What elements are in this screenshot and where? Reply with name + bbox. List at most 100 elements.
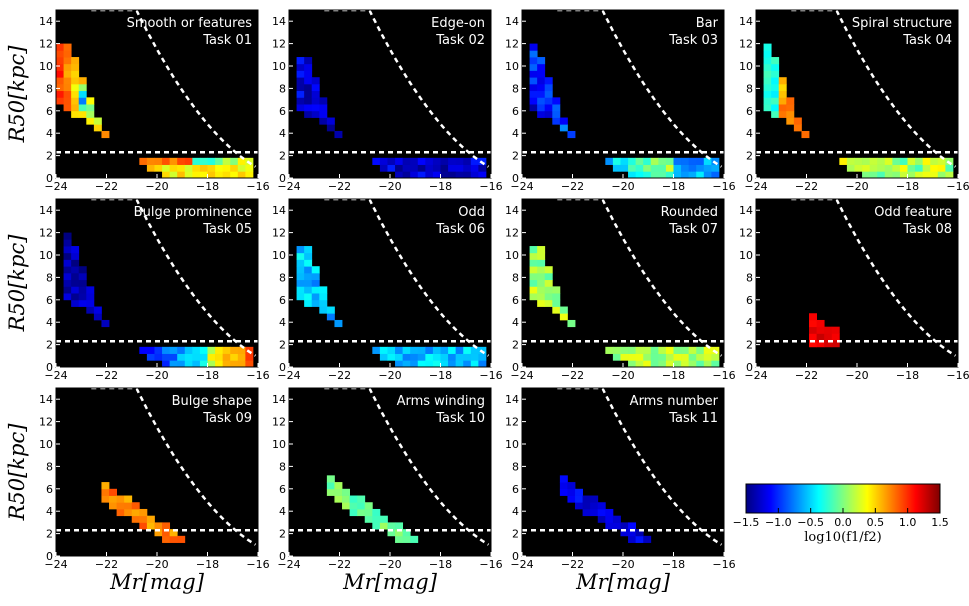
heatmap-cell	[816, 340, 825, 348]
heatmap-cell	[688, 346, 697, 354]
heatmap-cell	[63, 286, 72, 294]
heatmap-cell	[342, 502, 350, 510]
heatmap-cell	[86, 299, 95, 307]
heatmap-cell	[650, 353, 659, 361]
heatmap-cell	[93, 306, 102, 314]
heatmap-cell	[884, 164, 893, 172]
heatmap-cell	[78, 299, 87, 307]
heatmap-cell	[448, 360, 457, 368]
heatmap-cell	[357, 502, 366, 510]
heatmap-cell	[395, 529, 404, 537]
heatmap-cell	[628, 164, 637, 172]
heatmap-cell	[703, 353, 712, 361]
x-tick-label: −24	[44, 558, 67, 571]
x-tick-label: −18	[429, 180, 452, 193]
colorbar-ticks: −1.5 −1.0 −0.5 0.0 0.5 1.0 1.5	[733, 508, 949, 529]
colorbar-tick-label: 0.5	[867, 516, 885, 529]
heatmap-cell	[319, 97, 328, 105]
heatmap-cell	[207, 346, 216, 354]
heatmap-cell	[319, 299, 328, 307]
heatmap-cell	[402, 157, 411, 165]
heatmap-cell	[763, 70, 772, 78]
heatmap-cell	[192, 157, 201, 165]
heatmap-cell	[184, 164, 193, 172]
heatmap-cell	[364, 508, 373, 517]
heatmap-cell	[296, 286, 305, 294]
heatmap-cell	[78, 286, 87, 294]
heatmap-cell	[544, 286, 553, 294]
heatmap-cell	[529, 286, 538, 294]
y-tick-label: 6	[46, 294, 53, 307]
heatmap-cell	[319, 117, 328, 125]
x-tick-label: −20	[378, 558, 401, 571]
x-tick-label: −20	[845, 180, 868, 193]
y-tick-label: 14	[39, 204, 53, 217]
heatmap-cell	[304, 90, 313, 98]
y-tick-label: 4	[512, 127, 519, 140]
heatmap-cell	[177, 535, 186, 543]
heatmap-cell	[470, 353, 479, 361]
heatmap-cell	[612, 522, 621, 530]
heatmap-cell	[635, 171, 644, 179]
heatmap-cell	[230, 360, 239, 368]
heatmap-cell	[222, 157, 231, 165]
heatmap-cell	[311, 266, 320, 274]
heatmap-cell	[650, 360, 659, 368]
x-axis-label: Mr[mag]	[575, 570, 671, 594]
heatmap-cell	[154, 522, 163, 530]
heatmap-cell	[162, 171, 171, 179]
heatmap-cell	[635, 353, 644, 361]
heatmap-cell	[635, 157, 644, 165]
heatmap-cell	[559, 482, 568, 490]
x-tick-label: −22	[561, 558, 584, 571]
y-tick-label: 10	[39, 60, 53, 73]
heatmap-cell	[78, 83, 87, 92]
heatmap-cell	[605, 157, 614, 165]
heatmap-cell	[703, 360, 712, 368]
heatmap-cell	[567, 482, 576, 490]
heatmap-cell	[696, 353, 705, 361]
heatmap-cell	[703, 164, 712, 172]
heatmap-cell	[930, 157, 939, 165]
heatmap-cell	[319, 110, 328, 118]
heatmap-cell	[63, 97, 72, 105]
heatmap-cell	[215, 360, 224, 368]
y-tick-label: 6	[746, 294, 753, 307]
y-tick-label: 10	[39, 249, 53, 262]
heatmap-cell	[326, 488, 335, 496]
heatmap-cell	[139, 522, 148, 530]
heatmap-cell	[922, 171, 931, 179]
heatmap-cell	[605, 346, 614, 354]
heatmap-cell	[658, 360, 667, 368]
heatmap-cell	[230, 157, 239, 165]
heatmap-cell	[342, 488, 350, 496]
heatmap-cell	[771, 90, 780, 98]
heatmap-cell	[93, 117, 102, 125]
panel-9: Bulge shape Task 09 0 2 4 6 8 10 12 14 −24 −22 −20 −1…	[5, 386, 270, 594]
heatmap-cell	[846, 164, 855, 172]
heatmap-cell	[681, 157, 690, 165]
heatmap-cell	[177, 157, 186, 165]
heatmap-cell	[681, 164, 690, 172]
heatmap-cell	[824, 326, 833, 334]
y-tick-label: 14	[505, 204, 519, 217]
y-tick-label: 12	[39, 227, 53, 240]
heatmap-cells	[63, 232, 254, 368]
heatmap-cell	[703, 157, 712, 165]
heatmap-cell	[425, 157, 434, 165]
y-tick-label: 0	[746, 361, 753, 374]
heatmap-cell	[71, 266, 80, 274]
heatmap-cell	[372, 157, 381, 165]
panel-10: Arms winding Task 10 0 2 4 6 8 10 12 14 −24 −22 −20 −…	[272, 386, 503, 594]
heatmap-cell	[304, 286, 313, 294]
heatmap-cell	[529, 279, 538, 287]
y-tick-label: 10	[505, 60, 519, 73]
heatmap-cell	[311, 110, 320, 118]
panel-4: Spiral structure Task 04 0 2 4 6 8 10 12 14 −24 −22…	[739, 8, 969, 193]
heatmap-cell	[945, 171, 954, 179]
heatmap-cell	[184, 171, 193, 179]
heatmap-cell	[357, 495, 366, 503]
heatmap-cell	[643, 157, 652, 165]
heatmap-cell	[296, 266, 305, 274]
y-tick-label: 6	[279, 105, 286, 118]
